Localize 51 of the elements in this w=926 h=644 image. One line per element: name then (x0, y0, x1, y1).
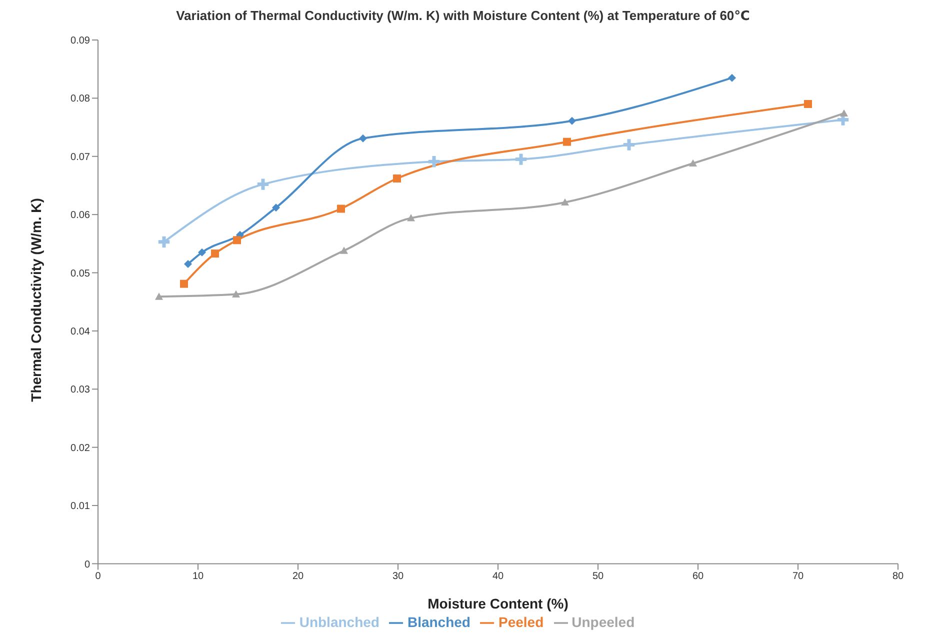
x-tick-label: 50 (592, 570, 604, 582)
point (563, 138, 571, 146)
legend-label: Blanched (407, 614, 470, 630)
point (155, 292, 163, 300)
y-tick-label: 0 (84, 559, 90, 570)
point (156, 234, 172, 250)
legend-label: Unpeeled (572, 614, 635, 630)
point (568, 116, 576, 125)
x-tick-label: 70 (792, 570, 804, 582)
point (340, 246, 348, 254)
point (804, 100, 812, 108)
point (359, 134, 367, 142)
y-tick-label: 0.06 (70, 210, 90, 222)
x-tick-label: 30 (392, 570, 404, 582)
y-axis-title: Thermal Conductivity (W/m. K) (28, 198, 44, 402)
point (337, 204, 345, 213)
y-tick-label: 0.02 (70, 442, 90, 454)
x-tick-label: 0 (95, 570, 102, 582)
point (256, 176, 270, 192)
x-tick-label: 20 (292, 570, 304, 582)
point (840, 109, 848, 117)
x-tick-label: 40 (492, 570, 504, 582)
legend-label: Unblanched (299, 614, 380, 630)
point (211, 250, 219, 258)
point (184, 260, 192, 268)
x-tick-label: 10 (192, 570, 204, 582)
point (233, 236, 241, 244)
point (198, 248, 206, 256)
point (393, 174, 401, 182)
legend-label: Peeled (498, 614, 544, 630)
point (407, 214, 415, 222)
point (561, 198, 569, 206)
point (622, 137, 636, 152)
y-tick-label: 0.05 (70, 268, 90, 280)
point (272, 204, 280, 212)
y-tick-label: 0.04 (70, 326, 90, 338)
point (180, 280, 188, 288)
y-tick-label: 0.03 (70, 384, 90, 396)
x-tick-label: 80 (892, 570, 904, 582)
y-tick-label: 0.08 (70, 94, 90, 105)
point (689, 159, 697, 167)
x-tick-label: 60 (692, 570, 704, 582)
point (514, 152, 528, 167)
point (728, 74, 736, 82)
y-tick-label: 0.07 (70, 152, 90, 163)
y-tick-label: 0.09 (70, 36, 90, 47)
point (426, 154, 442, 169)
y-tick-label: 0.01 (70, 501, 90, 512)
x-axis-title: Moisture Content (%) (428, 596, 568, 612)
chart-title: Variation of Thermal Conductivity (W/m. K) with Moisture Content (%) at Temperature of 60℃ (175, 8, 751, 24)
point (232, 290, 240, 298)
